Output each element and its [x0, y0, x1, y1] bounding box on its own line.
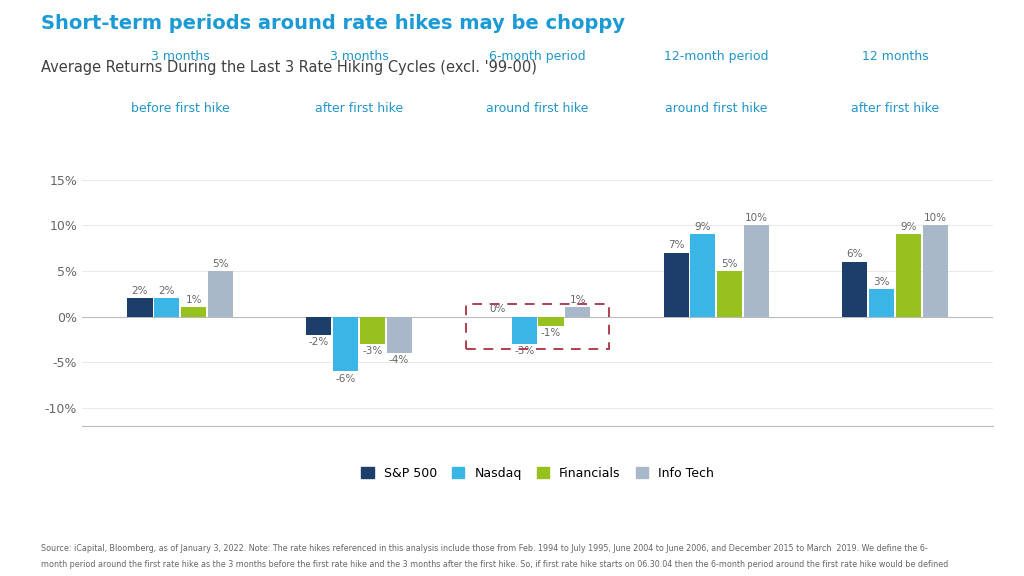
Bar [744, 225, 769, 317]
Text: around first hike: around first hike [486, 102, 589, 115]
Text: 12-month period: 12-month period [664, 50, 769, 63]
Bar [387, 317, 412, 353]
Bar [359, 317, 385, 344]
Bar [128, 298, 153, 317]
Bar [333, 317, 358, 372]
Bar [306, 317, 331, 335]
Text: 5%: 5% [722, 259, 738, 268]
Text: 10%: 10% [745, 213, 768, 223]
Text: around first hike: around first hike [666, 102, 767, 115]
Text: 1%: 1% [569, 295, 586, 305]
Bar [565, 308, 590, 317]
Text: 3 months: 3 months [330, 50, 388, 63]
Bar [690, 234, 716, 317]
Text: 12 months: 12 months [861, 50, 929, 63]
Text: 7%: 7% [668, 240, 684, 251]
Bar [539, 317, 563, 326]
Bar [512, 317, 537, 344]
Text: before first hike: before first hike [131, 102, 229, 115]
Legend: S&P 500, Nasdaq, Financials, Info Tech: S&P 500, Nasdaq, Financials, Info Tech [361, 467, 714, 480]
Bar [923, 225, 947, 317]
Text: 10%: 10% [924, 213, 947, 223]
Bar [181, 308, 206, 317]
Bar [664, 253, 688, 317]
Text: 1%: 1% [185, 295, 202, 305]
Text: 6-month period: 6-month period [489, 50, 586, 63]
Text: after first hike: after first hike [314, 102, 403, 115]
Text: 6%: 6% [847, 249, 863, 260]
Bar [869, 289, 894, 317]
Text: 9%: 9% [694, 222, 711, 232]
Bar [208, 271, 232, 317]
Text: -3%: -3% [362, 346, 382, 357]
Text: 3%: 3% [873, 277, 890, 287]
Text: 0%: 0% [489, 304, 506, 314]
Text: 2%: 2% [132, 286, 148, 296]
Text: Average Returns During the Last 3 Rate Hiking Cycles (excl. '99-00): Average Returns During the Last 3 Rate H… [41, 60, 537, 75]
Bar [843, 262, 867, 317]
Bar [155, 298, 179, 317]
Text: 5%: 5% [212, 259, 228, 268]
Text: 3 months: 3 months [151, 50, 210, 63]
Text: 9%: 9% [900, 222, 916, 232]
Bar [466, 304, 609, 348]
Text: -1%: -1% [541, 328, 561, 338]
Text: month period around the first rate hike as the 3 months before the first rate hi: month period around the first rate hike … [41, 560, 948, 570]
Text: -4%: -4% [389, 355, 410, 365]
Text: -3%: -3% [514, 346, 535, 357]
Bar [717, 271, 742, 317]
Text: Source: iCapital, Bloomberg, as of January 3, 2022. Note: The rate hikes referen: Source: iCapital, Bloomberg, as of Janua… [41, 544, 928, 554]
Bar [896, 234, 921, 317]
Text: after first hike: after first hike [851, 102, 939, 115]
Text: -6%: -6% [336, 374, 355, 384]
Text: Short-term periods around rate hikes may be choppy: Short-term periods around rate hikes may… [41, 14, 625, 33]
Text: -2%: -2% [308, 337, 329, 347]
Text: 2%: 2% [159, 286, 175, 296]
